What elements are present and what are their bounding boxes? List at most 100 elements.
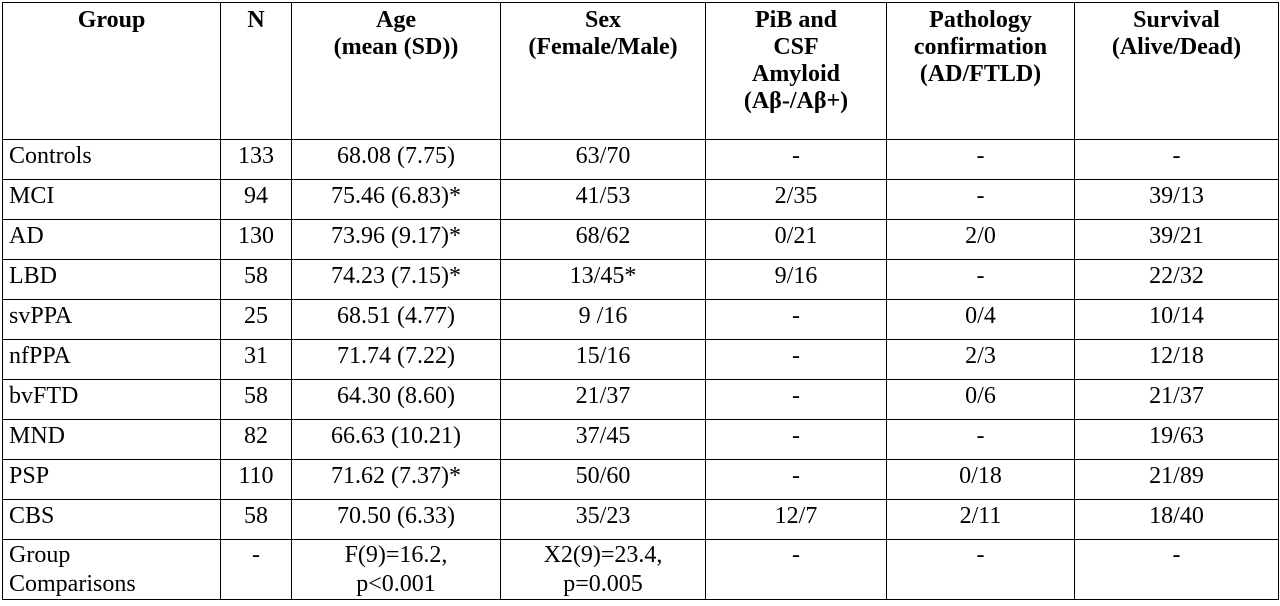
- table-row: svPPA 25 68.51 (4.77) 9 /16-0/4 10/14: [2, 299, 1279, 340]
- cell-sex: 15/16: [500, 339, 706, 380]
- table-row: MCI 94 75.46 (6.83)* 41/53 2/35-39/13: [2, 179, 1279, 220]
- cell-pib: -: [705, 339, 887, 380]
- cell-pathology: 0/4: [886, 299, 1075, 340]
- cell-group: MND: [2, 419, 221, 460]
- column-header-line: N: [247, 7, 265, 33]
- column-header-age: Age (mean (SD)): [291, 2, 501, 140]
- cell-survival: -: [1074, 139, 1279, 180]
- cell-group: CBS: [2, 499, 221, 540]
- cell-age: 64.30 (8.60): [291, 379, 501, 420]
- cell-pib: -: [705, 459, 887, 500]
- column-header-line: (mean (SD)): [333, 34, 459, 60]
- cell-age: 74.23 (7.15)*: [291, 259, 501, 300]
- cell-pathology: -: [886, 179, 1075, 220]
- cell-sex: 37/45: [500, 419, 706, 460]
- cell-line: X2(9)=23.4,: [543, 542, 663, 568]
- cell-survival: 39/21: [1074, 219, 1279, 260]
- cell-n: 58: [220, 259, 292, 300]
- column-header-line: (Female/Male): [528, 34, 678, 60]
- table-row: nfPPA 31 71.74 (7.22) 15/16-2/3 12/18: [2, 339, 1279, 380]
- cell-pib: 9/16: [705, 259, 887, 300]
- column-header-line: (Alive/Dead): [1111, 34, 1242, 60]
- cell-sex: 9 /16: [500, 299, 706, 340]
- cell-n: 25: [220, 299, 292, 340]
- cell-sex: 68/62: [500, 219, 706, 260]
- cell-sex: 63/70: [500, 139, 706, 180]
- cell-pib: 0/21: [705, 219, 887, 260]
- cell-line: Group: [9, 542, 71, 568]
- table-row: LBD 58 74.23 (7.15)* 13/45* 9/16-22/32: [2, 259, 1279, 300]
- cell-n: 133: [220, 139, 292, 180]
- cell-age: 71.62 (7.37)*: [291, 459, 501, 500]
- header-row: Group N Age (mean (SD)) Sex (Female/Male) PiB …: [2, 2, 1279, 140]
- cell-line: F(9)=16.2,: [344, 542, 448, 568]
- cell-survival: 19/63: [1074, 419, 1279, 460]
- cell-pathology: 2/0: [886, 219, 1075, 260]
- cell-survival: 18/40: [1074, 499, 1279, 540]
- column-header-pathology: Pathology confirmation (AD/FTLD): [886, 2, 1075, 140]
- cell-sex: 13/45*: [500, 259, 706, 300]
- column-header-sex: Sex (Female/Male): [500, 2, 706, 140]
- cell-age: 68.08 (7.75): [291, 139, 501, 180]
- cell-pathology: 2/11: [886, 499, 1075, 540]
- cell-pib: 12/7: [705, 499, 887, 540]
- cell-n: 94: [220, 179, 292, 220]
- cell-n: 58: [220, 499, 292, 540]
- cell-pib: -: [705, 139, 887, 180]
- cell-survival: 22/32: [1074, 259, 1279, 300]
- column-header-line: (Aβ-/Aβ+): [743, 88, 849, 114]
- cell-age: 71.74 (7.22): [291, 339, 501, 380]
- cell-n: 58: [220, 379, 292, 420]
- cell-pathology: -: [886, 259, 1075, 300]
- table-row: bvFTD 58 64.30 (8.60) 21/37-0/6 21/37: [2, 379, 1279, 420]
- cell-age: 68.51 (4.77): [291, 299, 501, 340]
- cell-sex: X2(9)=23.4, p=0.005: [500, 539, 706, 600]
- cell-pathology: 0/18: [886, 459, 1075, 500]
- cell-survival: 39/13: [1074, 179, 1279, 220]
- cell-pathology: -: [886, 139, 1075, 180]
- column-header-line: Group: [77, 7, 146, 33]
- column-header-line: confirmation: [913, 34, 1048, 60]
- cell-group: PSP: [2, 459, 221, 500]
- column-header-pib: PiB and CSF Amyloid (Aβ-/Aβ+): [705, 2, 887, 140]
- cell-age: 66.63 (10.21): [291, 419, 501, 460]
- table-body: Controls 133 68.08 (7.75) 63/70- - - MCI 94 75.4…: [2, 139, 1279, 600]
- column-header-line: Survival: [1133, 7, 1220, 33]
- column-header-group: Group: [2, 2, 221, 140]
- cell-group: AD: [2, 219, 221, 260]
- cell-group: bvFTD: [2, 379, 221, 420]
- cell-survival: 21/37: [1074, 379, 1279, 420]
- cell-pathology: -: [886, 419, 1075, 460]
- cell-group: MCI: [2, 179, 221, 220]
- column-header-n: N: [220, 2, 292, 140]
- cell-pib: -: [705, 379, 887, 420]
- column-header-line: (AD/FTLD): [919, 61, 1042, 87]
- column-header-line: Amyloid: [751, 61, 840, 87]
- cell-sex: 41/53: [500, 179, 706, 220]
- column-header-line: Pathology: [929, 7, 1032, 33]
- cell-n: 31: [220, 339, 292, 380]
- cell-sex: 21/37: [500, 379, 706, 420]
- cell-age: F(9)=16.2, p<0.001: [291, 539, 501, 600]
- cell-group: Controls: [2, 139, 221, 180]
- column-header-line: Sex: [585, 7, 621, 33]
- cell-n: 110: [220, 459, 292, 500]
- table-row: MND 82 66.63 (10.21) 37/45- -19/63: [2, 419, 1279, 460]
- cell-group: svPPA: [2, 299, 221, 340]
- cell-pathology: 2/3: [886, 339, 1075, 380]
- group-comparisons-row: Group Comparisons - F(9)=16.2, p<0.001 X2(9)=…: [2, 539, 1279, 600]
- cell-line: Comparisons: [9, 571, 136, 597]
- column-header-line: CSF: [773, 34, 819, 60]
- cell-n: 82: [220, 419, 292, 460]
- cell-pib: -: [705, 539, 887, 600]
- column-header-survival: Survival (Alive/Dead): [1074, 2, 1279, 140]
- cell-pathology: 0/6: [886, 379, 1075, 420]
- cell-group: nfPPA: [2, 339, 221, 380]
- cell-group: Group Comparisons: [2, 539, 221, 600]
- table-row: PSP 110 71.62 (7.37)* 50/60-0/18 21/89: [2, 459, 1279, 500]
- cell-pib: -: [705, 299, 887, 340]
- cell-age: 73.96 (9.17)*: [291, 219, 501, 260]
- cell-line: p<0.001: [356, 571, 436, 597]
- column-header-line: PiB and: [754, 7, 838, 33]
